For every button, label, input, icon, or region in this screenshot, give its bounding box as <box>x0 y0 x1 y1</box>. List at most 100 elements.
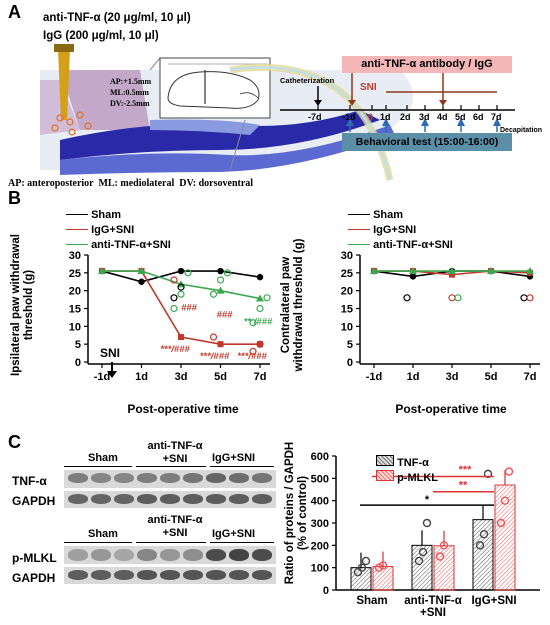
blot-band <box>229 549 249 561</box>
bar-x-label: Sham <box>356 595 387 607</box>
significance-label: ### <box>181 302 198 313</box>
catheterization-label: Catheterization <box>280 76 335 85</box>
ylabel-ipsi-wrap: Ipsilateral paw withdrawal threshold (g) <box>8 234 35 384</box>
blot-band <box>252 570 272 580</box>
catheterization-arrow-icon <box>314 100 322 106</box>
y-tick-label: 15 <box>69 304 81 316</box>
tl-day-m7: -7d <box>308 112 322 122</box>
antibody-label: anti-TNF-α antibody / IgG <box>361 58 493 70</box>
data-point <box>98 267 106 275</box>
y-tick-label: 15 <box>341 304 353 316</box>
replicate-point <box>256 340 264 348</box>
blot-band <box>137 473 157 483</box>
blot-band <box>206 473 226 483</box>
blot-group-sham-bottom: Sham <box>88 528 118 540</box>
replicate-point <box>256 304 264 313</box>
y-tick-label: 30 <box>341 250 353 262</box>
hippocampus-layer <box>60 125 395 175</box>
blot-band <box>183 570 203 580</box>
data-point <box>217 341 224 348</box>
replicate-point <box>209 333 218 341</box>
y-tick-label: 25 <box>69 268 81 280</box>
replicate-point <box>170 294 178 302</box>
data-point <box>449 271 455 278</box>
blot-group-sham-top: Sham <box>88 452 118 464</box>
xlabel-ipsi: Post-operative time <box>127 402 239 416</box>
bar-y-tick-label: 500 <box>311 473 329 485</box>
y-tick-label: 20 <box>341 286 353 298</box>
blot-band <box>160 494 180 504</box>
panel-label-a: A <box>8 2 21 22</box>
significance-label: ### <box>217 309 234 320</box>
bar-replicate <box>361 556 371 566</box>
replicate-point <box>177 283 185 291</box>
blot-group-igg-bottom: IgG+SNI <box>212 528 256 540</box>
tl-day-4: 4d <box>437 112 448 122</box>
bar-y-tick-label: 100 <box>311 563 329 575</box>
legend-pmlkl: p-MLKL <box>397 472 438 484</box>
blot-band <box>68 473 88 483</box>
antibody-bar <box>342 56 512 73</box>
legend-sham: Sham <box>373 209 404 221</box>
blot-group-anti-bottom: anti-TNF-α +SNI <box>147 514 203 539</box>
blot-band <box>183 549 203 561</box>
blot-band <box>137 549 157 561</box>
blot-band <box>91 549 111 561</box>
sagittal-brain-outline <box>167 71 260 109</box>
replicate-point <box>454 294 462 302</box>
blot-band <box>206 549 226 561</box>
bar-replicate <box>422 518 432 528</box>
bar-replicate <box>504 467 514 476</box>
zoom-line <box>149 57 161 71</box>
blot-band <box>206 570 226 580</box>
blot-band <box>114 549 134 561</box>
legend-anti: anti-TNF-α+SNI <box>91 239 171 251</box>
data-point <box>409 267 417 275</box>
data-point <box>178 334 184 341</box>
sni-arrow-icon <box>107 371 117 378</box>
treatment-anti-tnf: anti-TNF-α (20 μg/ml, 10 μl) <box>43 12 191 24</box>
blot-band <box>252 549 272 561</box>
x-tick-label: 3d <box>175 371 188 383</box>
data-point <box>137 267 146 275</box>
blot-band <box>160 570 180 580</box>
xlabel-contra: Post-operative time <box>395 402 507 416</box>
ylabel-ipsilateral: Ipsilateral paw withdrawal threshold (g) <box>10 234 35 376</box>
blot-band <box>114 570 134 580</box>
y-tick-label: 25 <box>341 268 353 280</box>
blot-band <box>68 549 88 561</box>
data-point <box>217 267 224 275</box>
tl-day-m1: -1d <box>342 112 356 122</box>
cannula-icon <box>58 50 70 120</box>
legend-left: Sham IgG+SNI anti-TNF-α+SNI <box>66 208 171 253</box>
significance-label: ***/### <box>160 344 190 355</box>
blot-band <box>229 494 249 504</box>
bar-x-label: +SNI <box>420 607 446 619</box>
blot-label-pmlkl: p-MLKL <box>12 551 57 565</box>
bar-replicate <box>500 496 510 505</box>
blot-label-gapdh-top: GAPDH <box>12 494 56 508</box>
tl-day-7: 7d <box>491 112 502 122</box>
blot-group-anti-top: anti-TNF-α +SNI <box>147 440 203 465</box>
cortex-region-lateral <box>40 80 80 135</box>
y-tick-label: 10 <box>341 321 353 333</box>
y-tick-label: 10 <box>69 321 81 333</box>
replicate-point <box>526 294 534 302</box>
bar-replicate <box>479 529 489 539</box>
blot-band <box>206 494 226 504</box>
coord-ml: ML:0.5mm <box>110 88 149 97</box>
blot-band <box>252 473 272 483</box>
blot-band <box>114 494 134 504</box>
blot-band <box>252 494 272 504</box>
tl-day-1: 1d <box>380 112 391 122</box>
x-tick-label: 3d <box>446 371 459 383</box>
data-point <box>216 286 225 294</box>
data-point <box>409 273 417 280</box>
replicate-point <box>403 294 411 302</box>
legend-sham: Sham <box>91 209 122 221</box>
data-point <box>448 267 456 275</box>
bar-y-tick-label: 200 <box>311 540 329 552</box>
bar-x-label: anti-TNF-α <box>404 595 462 607</box>
bar-replicate <box>483 469 493 479</box>
